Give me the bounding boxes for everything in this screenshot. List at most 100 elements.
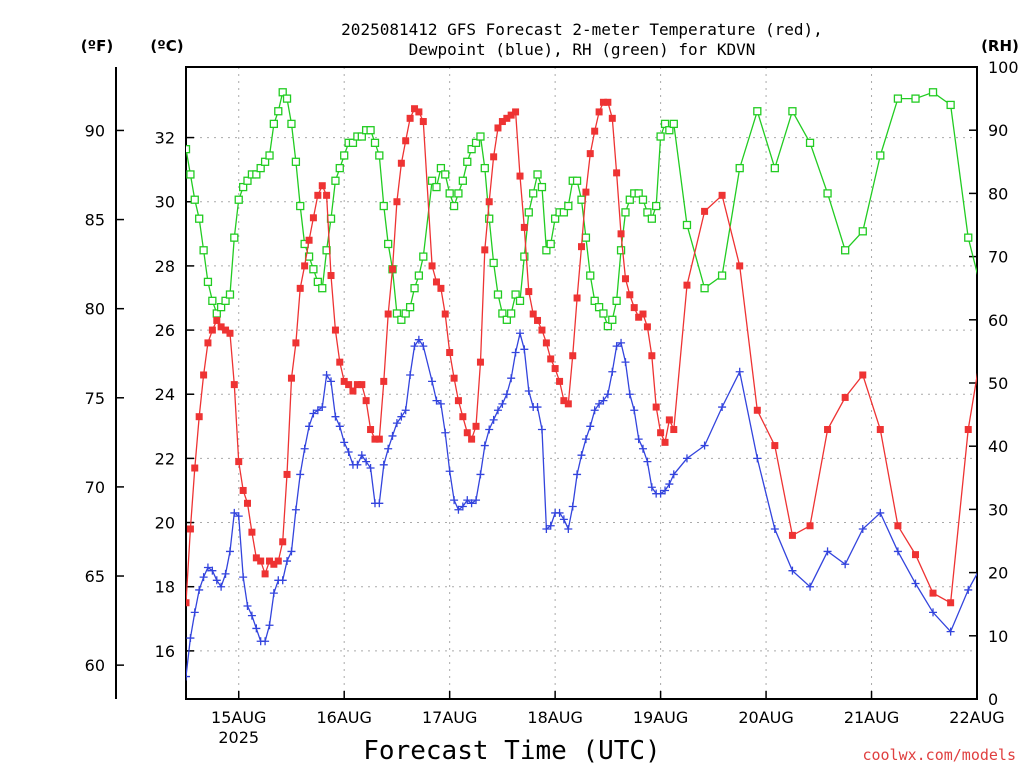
data-point bbox=[494, 124, 502, 132]
data-point bbox=[410, 342, 419, 351]
data-point bbox=[586, 150, 594, 158]
data-point bbox=[841, 560, 850, 569]
data-point bbox=[313, 406, 322, 415]
data-point bbox=[502, 315, 511, 324]
data-point bbox=[788, 566, 797, 575]
data-point bbox=[638, 444, 647, 453]
data-point bbox=[436, 399, 445, 408]
data-point bbox=[186, 170, 195, 179]
data-point bbox=[858, 524, 867, 533]
tick-label-x: 16AUG bbox=[316, 708, 371, 727]
data-point bbox=[586, 271, 595, 280]
data-point bbox=[893, 547, 902, 556]
data-point bbox=[524, 208, 533, 217]
data-point bbox=[348, 138, 358, 147]
data-point bbox=[449, 201, 459, 211]
tick-label-rh: 60 bbox=[988, 311, 1008, 330]
data-point bbox=[195, 214, 204, 223]
data-point bbox=[222, 326, 230, 334]
data-point bbox=[770, 524, 779, 533]
data-point bbox=[582, 188, 590, 196]
data-point bbox=[507, 111, 515, 119]
data-point bbox=[221, 296, 230, 305]
data-point bbox=[520, 223, 528, 231]
data-point bbox=[493, 406, 502, 415]
data-point bbox=[1017, 203, 1024, 210]
data-point bbox=[947, 599, 955, 607]
data-point bbox=[428, 262, 436, 270]
data-point bbox=[573, 470, 582, 479]
data-point bbox=[964, 233, 973, 242]
data-point bbox=[560, 397, 568, 405]
tick-label-rh: 20 bbox=[988, 564, 1008, 583]
data-point bbox=[225, 290, 235, 299]
tick-label-c: 20 bbox=[155, 514, 175, 533]
data-point bbox=[572, 176, 582, 185]
data-point bbox=[291, 157, 301, 166]
series-dewpoint bbox=[186, 329, 1024, 681]
data-point bbox=[331, 326, 339, 334]
data-point bbox=[397, 159, 405, 167]
data-point bbox=[638, 195, 648, 204]
data-point bbox=[564, 400, 572, 408]
data-point bbox=[234, 512, 243, 521]
data-point bbox=[217, 323, 225, 331]
tick-label-c: 18 bbox=[155, 578, 175, 597]
tick-label-c: 24 bbox=[155, 385, 175, 404]
data-point bbox=[256, 163, 265, 173]
data-point bbox=[208, 296, 217, 305]
data-point bbox=[186, 599, 190, 607]
data-point bbox=[401, 309, 410, 318]
data-point bbox=[824, 426, 832, 434]
data-point bbox=[208, 566, 217, 575]
data-point bbox=[331, 176, 340, 185]
data-point bbox=[538, 326, 546, 334]
series-line bbox=[186, 90, 977, 328]
data-point bbox=[573, 294, 581, 302]
tick-label-x: 15AUG bbox=[211, 708, 266, 727]
tick-label-c: 22 bbox=[155, 449, 175, 468]
data-point bbox=[736, 262, 744, 270]
data-point bbox=[669, 470, 678, 479]
data-point bbox=[511, 348, 520, 357]
data-point bbox=[788, 107, 797, 116]
data-point bbox=[608, 367, 617, 376]
data-point bbox=[529, 189, 538, 198]
data-point bbox=[401, 406, 410, 415]
watermark: coolwx.com/models bbox=[862, 746, 1016, 764]
data-point bbox=[305, 236, 313, 244]
data-point bbox=[876, 508, 885, 517]
data-point bbox=[657, 429, 665, 437]
data-point bbox=[349, 387, 357, 395]
data-point bbox=[468, 435, 476, 443]
data-point bbox=[485, 198, 493, 206]
data-point bbox=[1000, 275, 1007, 282]
data-point bbox=[327, 377, 336, 386]
data-point bbox=[472, 422, 480, 430]
data-point bbox=[771, 442, 779, 450]
data-point bbox=[257, 557, 265, 565]
data-point bbox=[643, 457, 652, 466]
data-point bbox=[613, 169, 621, 177]
data-point bbox=[441, 428, 450, 437]
series-line bbox=[186, 333, 977, 677]
data-point bbox=[292, 339, 300, 347]
data-point bbox=[608, 114, 616, 122]
data-point bbox=[384, 444, 393, 453]
data-point bbox=[371, 435, 379, 443]
data-point bbox=[643, 208, 652, 217]
data-point bbox=[432, 182, 441, 192]
data-point bbox=[507, 374, 516, 383]
data-point bbox=[1017, 499, 1024, 507]
data-point bbox=[252, 554, 260, 562]
data-point bbox=[700, 284, 709, 293]
data-point bbox=[555, 508, 564, 517]
data-point bbox=[612, 342, 621, 351]
data-point bbox=[454, 397, 462, 405]
data-point bbox=[520, 252, 529, 261]
data-point bbox=[472, 496, 481, 505]
data-point bbox=[929, 589, 937, 597]
data-point bbox=[542, 246, 551, 255]
data-point bbox=[203, 277, 213, 287]
